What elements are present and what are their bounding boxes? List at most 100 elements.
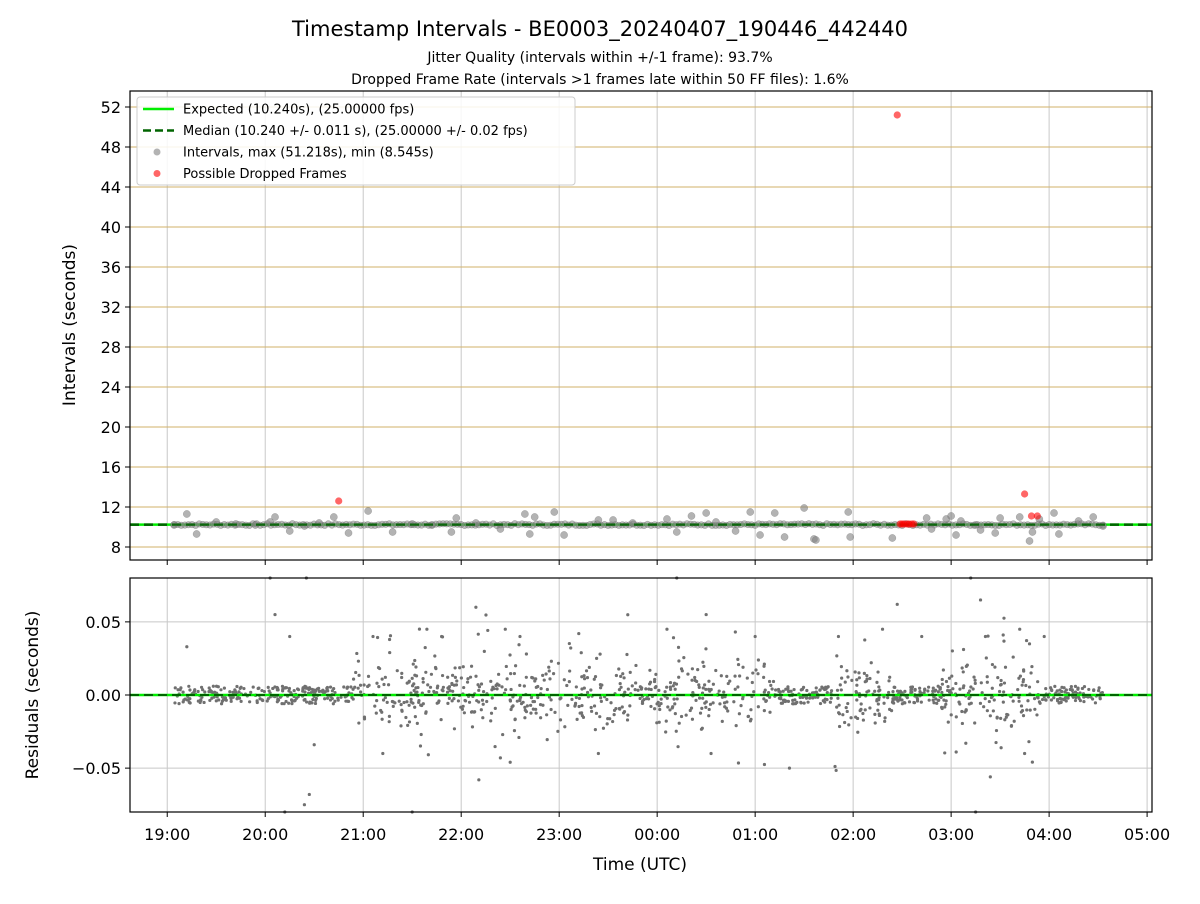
residual-point xyxy=(373,704,377,708)
interval-point xyxy=(687,512,696,520)
x-tick-label: 02:00 xyxy=(830,825,876,844)
residual-point xyxy=(356,659,361,663)
x-tick-label: 00:00 xyxy=(634,825,680,844)
residual-point xyxy=(834,768,838,773)
residual-point xyxy=(617,706,622,711)
top-ytick-label: 36 xyxy=(101,258,121,277)
residual-point xyxy=(644,687,648,691)
residual-point xyxy=(284,686,289,690)
residual-point xyxy=(999,716,1003,720)
top-ytick-label: 16 xyxy=(101,458,121,477)
residual-point xyxy=(547,669,551,673)
residual-point xyxy=(861,711,865,716)
residual-point xyxy=(733,630,737,634)
residual-point xyxy=(711,701,715,705)
residual-point xyxy=(835,688,840,692)
residual-point xyxy=(569,646,573,650)
residual-point xyxy=(915,697,920,701)
residual-point xyxy=(217,698,221,702)
chart-subtitle-jitter: Jitter Quality (intervals within +/-1 fr… xyxy=(426,50,772,66)
residual-point xyxy=(837,724,842,729)
residual-point xyxy=(301,687,305,691)
residual-point xyxy=(922,691,926,695)
residual-point xyxy=(736,662,741,667)
residual-point xyxy=(429,672,434,676)
residual-point xyxy=(479,682,484,686)
residual-point xyxy=(345,686,349,690)
residual-point xyxy=(943,705,947,709)
residual-point xyxy=(495,687,499,691)
residual-point xyxy=(1096,688,1101,693)
residual-point xyxy=(325,696,330,700)
residual-point xyxy=(837,703,841,707)
residual-point xyxy=(986,634,990,638)
residual-point xyxy=(351,677,356,681)
residual-point xyxy=(777,689,781,693)
residual-point xyxy=(769,683,773,687)
residual-point xyxy=(287,689,291,693)
residual-point xyxy=(536,695,540,700)
residual-point xyxy=(522,684,526,688)
residual-point xyxy=(944,702,948,706)
legend-label: Median (10.240 +/- 0.011 s), (25.00000 +… xyxy=(183,124,528,139)
residual-point xyxy=(994,728,999,733)
residual-point xyxy=(814,686,818,690)
interval-point xyxy=(1074,517,1083,525)
residual-outlier-point xyxy=(1023,751,1027,756)
residual-point xyxy=(265,699,269,703)
residual-point xyxy=(936,690,940,694)
residual-point xyxy=(954,715,958,719)
residual-point xyxy=(997,689,1002,694)
residual-point xyxy=(888,675,892,679)
residual-point xyxy=(993,665,997,669)
bottom-axes: −0.05 0.00 0.05 19:00 20:00 21:00 22:00 23:00 00… xyxy=(72,577,1170,844)
residual-point xyxy=(666,705,670,709)
residual-point xyxy=(795,700,799,705)
residual-point xyxy=(979,681,983,685)
residual-point xyxy=(486,628,490,633)
residual-point xyxy=(992,698,996,702)
residual-point xyxy=(466,677,470,681)
residual-point xyxy=(574,685,578,689)
residual-point xyxy=(574,695,578,700)
residual-point xyxy=(1003,718,1007,722)
residual-point xyxy=(467,700,472,704)
residual-point xyxy=(350,695,354,700)
residual-point xyxy=(658,707,662,712)
residual-point xyxy=(508,653,512,657)
residual-point xyxy=(674,682,679,686)
residual-point xyxy=(626,687,630,691)
residual-point xyxy=(749,708,753,712)
residual-point xyxy=(356,686,360,690)
residual-point xyxy=(585,690,590,695)
residual-point xyxy=(672,697,676,701)
residual-point xyxy=(673,711,677,716)
residual-point xyxy=(623,690,627,694)
residual-point xyxy=(691,690,695,695)
x-tick-label: 05:00 xyxy=(1124,825,1170,844)
residual-point xyxy=(942,698,946,702)
interval-point xyxy=(756,531,764,539)
residual-point xyxy=(415,721,419,726)
residual-point xyxy=(1058,697,1063,701)
residual-point xyxy=(1027,685,1032,689)
residual-point xyxy=(593,727,597,732)
residual-point xyxy=(391,704,395,708)
residual-point xyxy=(671,636,676,640)
residual-point xyxy=(1044,687,1048,691)
residual-outlier-point xyxy=(273,612,277,617)
residual-point xyxy=(549,659,553,663)
residual-point xyxy=(943,751,947,755)
residual-point xyxy=(863,638,867,642)
residual-point xyxy=(703,683,707,687)
residual-point xyxy=(1018,674,1022,678)
residual-point xyxy=(544,672,548,676)
interval-point xyxy=(888,534,897,542)
residual-point xyxy=(774,688,778,692)
residual-point xyxy=(1080,686,1085,691)
residual-point xyxy=(307,687,311,692)
interval-point xyxy=(846,533,855,541)
interval-point xyxy=(594,516,603,524)
residual-point xyxy=(1082,685,1087,689)
residual-point xyxy=(509,672,513,676)
